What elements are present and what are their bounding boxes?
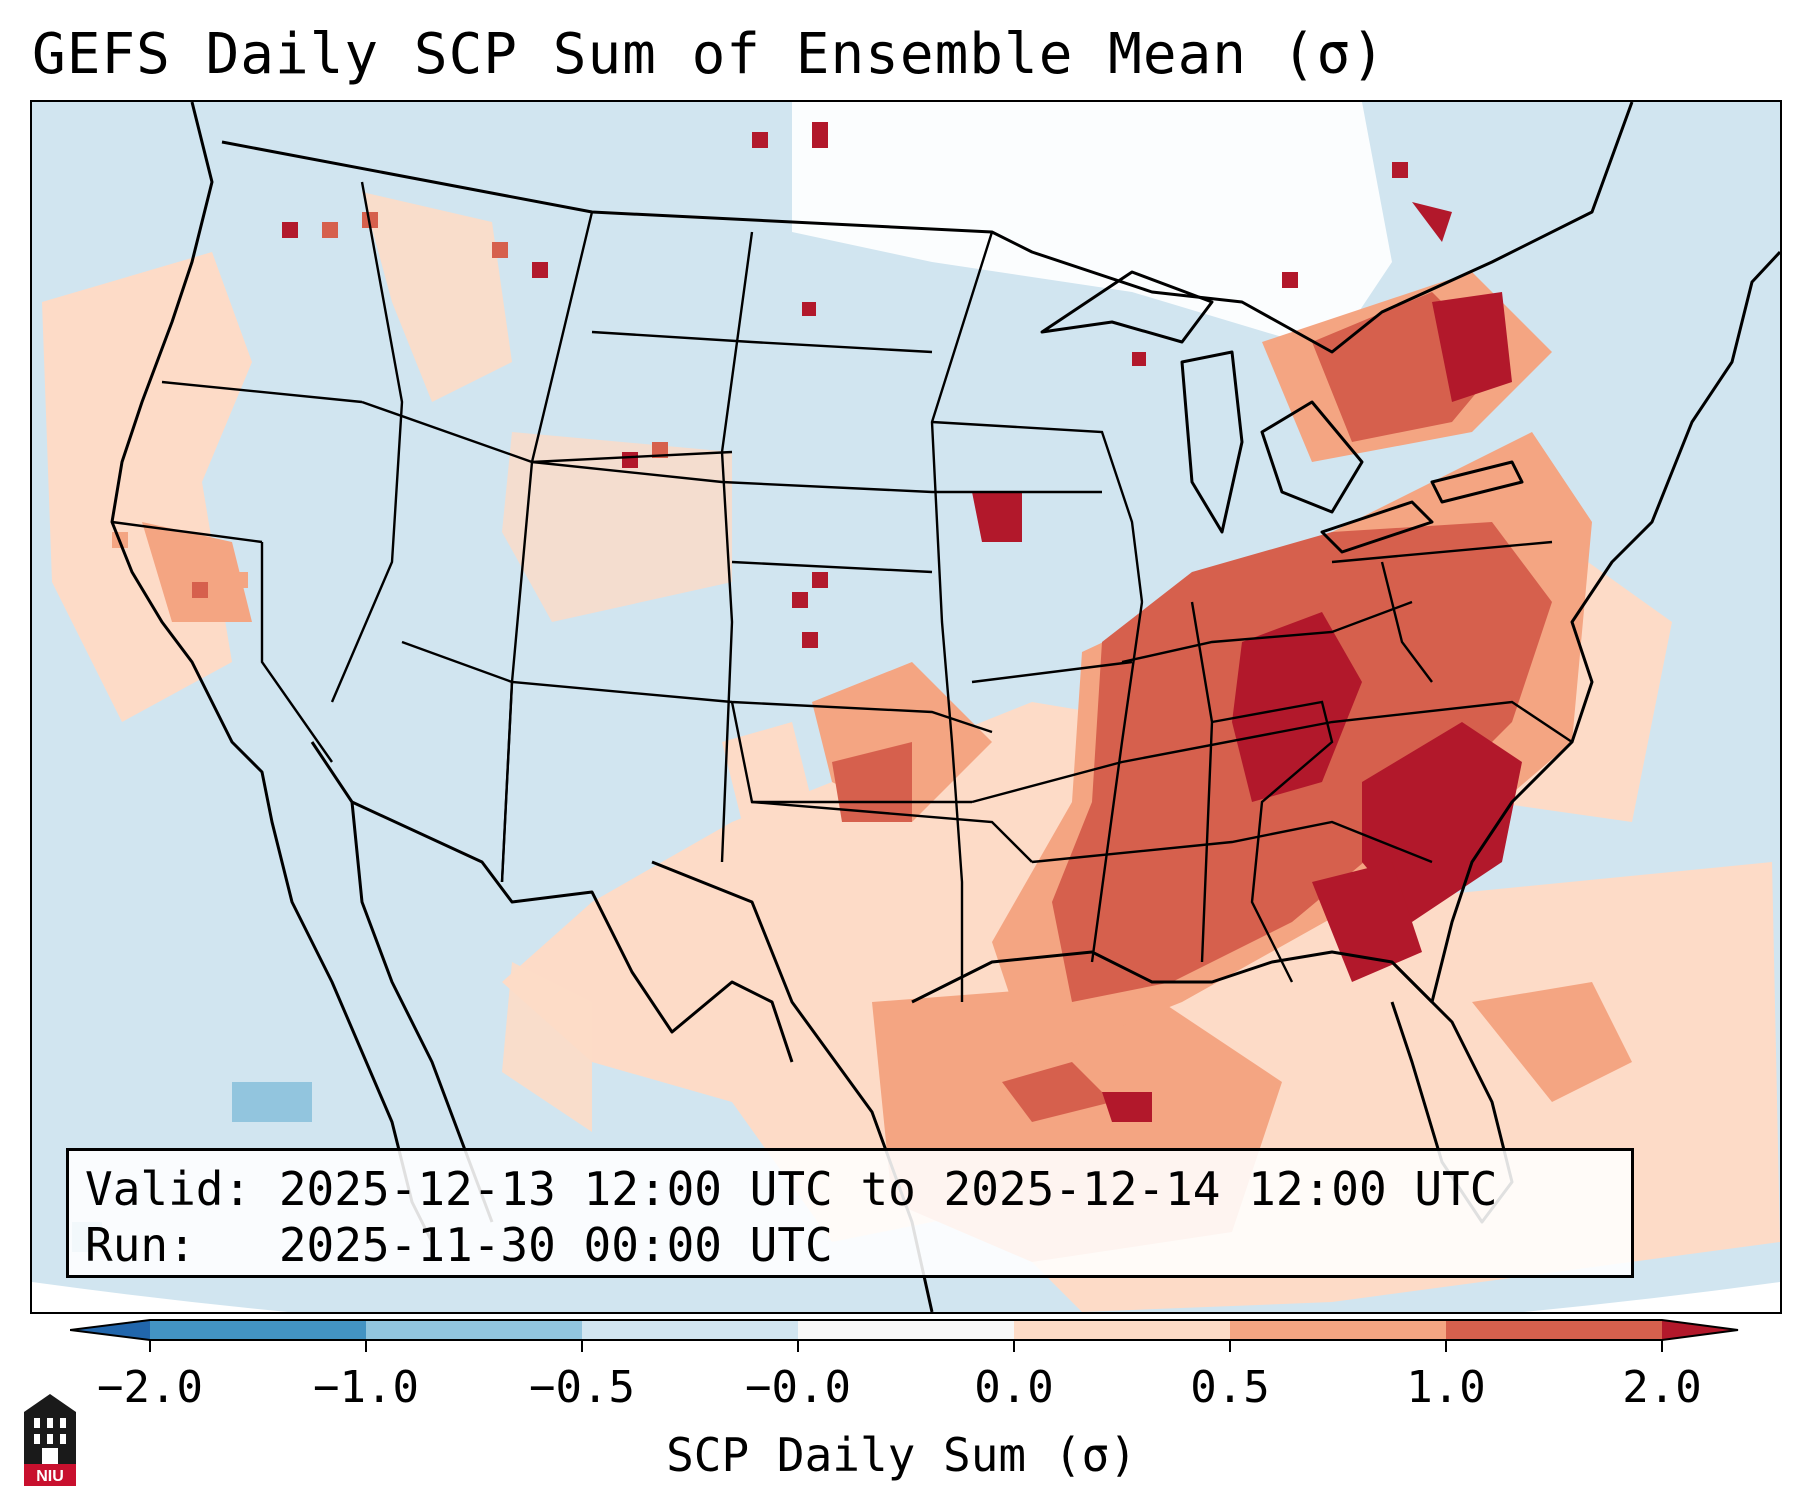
colorbar-tick-label: −0.5 (529, 1362, 635, 1413)
colorbar-segment-7 (1446, 1320, 1662, 1340)
colorbar-tick-label: −0.0 (745, 1362, 851, 1413)
run-time-text: Run: 2025-11-30 00:00 UTC (85, 1218, 833, 1272)
colorbar-tick-label: −1.0 (313, 1362, 419, 1413)
chart-title: GEFS Daily SCP Sum of Ensemble Mean (σ) (32, 22, 1386, 87)
colorbar-segment-1 (150, 1320, 366, 1340)
colorbar-tick-label: 0.5 (1190, 1362, 1270, 1413)
colorbar-tick-label: 1.0 (1406, 1362, 1486, 1413)
colorbar-segment-5 (1014, 1320, 1230, 1340)
boundaries (110, 102, 1780, 1312)
colorbar-label: SCP Daily Sum (σ) (666, 1428, 1137, 1482)
colorbar-tick-label: −2.0 (97, 1362, 203, 1413)
colorbar-tick-label: 0.0 (974, 1362, 1054, 1413)
colorbar (70, 1319, 1739, 1352)
conus-map (32, 102, 1780, 1312)
map-panel (30, 100, 1782, 1314)
colorbar-tick-label: 2.0 (1622, 1362, 1702, 1413)
state-borders (111, 181, 1573, 1002)
colorbar-segment-2 (366, 1320, 582, 1340)
colorbar-over-arrow (1662, 1320, 1738, 1340)
colorbar-segment-6 (1230, 1320, 1446, 1340)
niu-logo-text: NIU (36, 1468, 64, 1485)
validity-info-box: Valid: 2025-12-13 12:00 UTC to 2025-12-1… (66, 1148, 1634, 1278)
colorbar-segment-4 (798, 1320, 1014, 1340)
niu-logo: NIU (24, 1394, 76, 1486)
valid-time-text: Valid: 2025-12-13 12:00 UTC to 2025-12-1… (85, 1162, 1498, 1216)
colorbar-under-arrow (70, 1320, 150, 1340)
colorbar-segment-3 (582, 1320, 798, 1340)
